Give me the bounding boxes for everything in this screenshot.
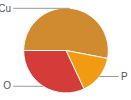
svg-text:P: P <box>121 71 128 82</box>
svg-text:O: O <box>3 80 11 91</box>
svg-text:Cu: Cu <box>0 3 11 14</box>
